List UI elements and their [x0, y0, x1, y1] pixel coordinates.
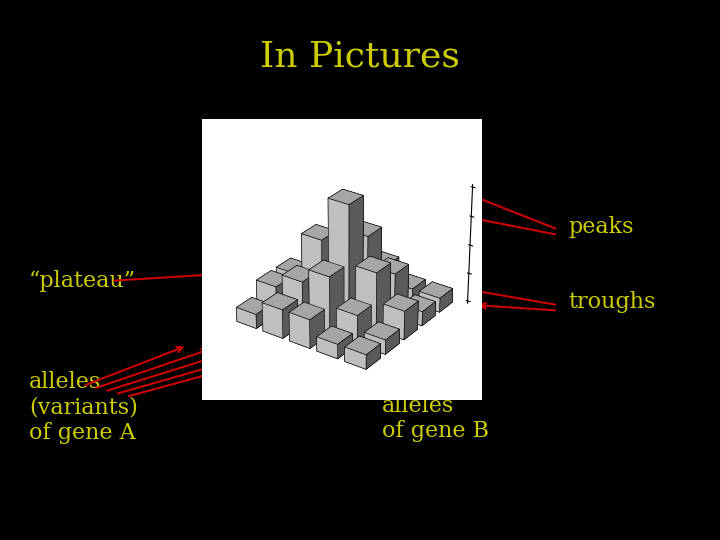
Text: “plateau”: “plateau”: [29, 270, 136, 292]
Text: alleles
of gene B: alleles of gene B: [382, 395, 489, 442]
Text: troughs: troughs: [569, 292, 656, 313]
Text: alleles
(variants)
of gene A: alleles (variants) of gene A: [29, 372, 138, 444]
Text: peaks: peaks: [569, 216, 634, 238]
Text: In Pictures: In Pictures: [260, 40, 460, 73]
